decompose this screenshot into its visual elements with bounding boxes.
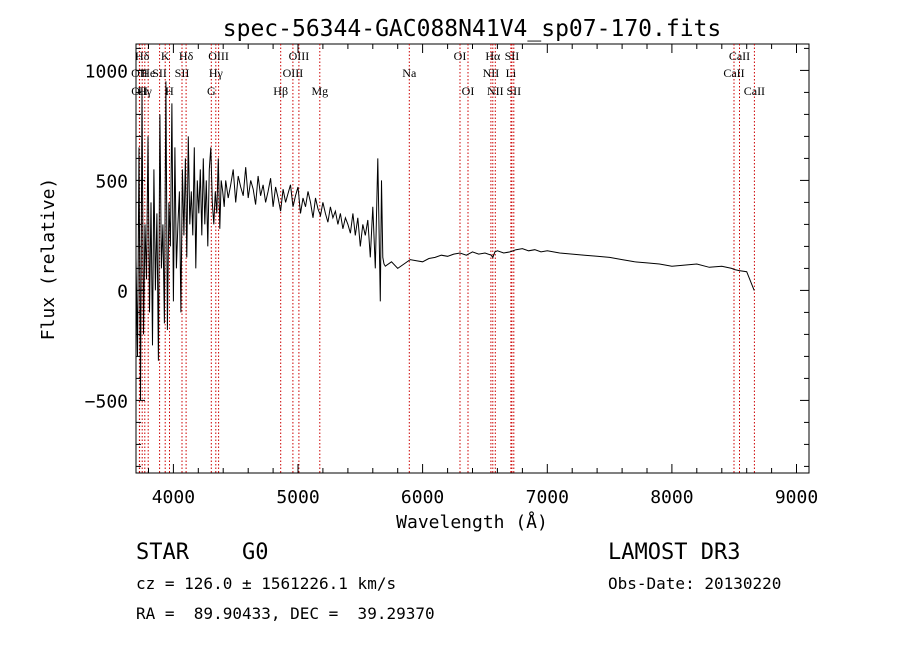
line-label-14: OIII xyxy=(283,66,304,80)
y-axis-label: Flux (relative) xyxy=(38,178,59,341)
x-tick-label-3: 7000 xyxy=(526,487,569,508)
line-label-23: SII xyxy=(505,49,520,63)
line-label-7: H xyxy=(165,84,174,98)
x-tick-label-5: 9000 xyxy=(775,487,818,508)
chart-title: spec-56344-GAC088N41V4_sp07-170.fits xyxy=(223,16,722,42)
line-label-1: OII xyxy=(131,66,148,80)
line-label-9: SII xyxy=(175,66,190,80)
spectral-line-markers xyxy=(138,44,755,473)
x-tick-labels: 4000 5000 6000 7000 8000 9000 xyxy=(152,487,818,508)
line-label-19: OI xyxy=(462,84,475,98)
x-tick-label-0: 4000 xyxy=(152,487,195,508)
line-label-25: SII xyxy=(506,84,521,98)
line-label-12: G xyxy=(207,84,216,98)
x-tick-label-2: 6000 xyxy=(401,487,444,508)
y-tick-label-1: 0 xyxy=(117,281,128,302)
line-label-20: Hα xyxy=(485,49,501,63)
line-label-26: CaII xyxy=(729,49,750,63)
line-label-11: Hγ xyxy=(209,66,224,80)
x-axis-label: Wavelength (Å) xyxy=(396,511,548,533)
spectrum-series xyxy=(135,81,755,401)
line-label-15: OIII xyxy=(289,49,310,63)
line-label-6: SII xyxy=(152,66,167,80)
line-label-22: NII xyxy=(487,84,504,98)
line-label-5: K xyxy=(161,49,170,63)
line-label-10: OIII xyxy=(208,49,229,63)
line-label-2: OII xyxy=(131,84,148,98)
spectral-subclass: G0 xyxy=(242,540,269,565)
plot-frame xyxy=(135,43,810,474)
spectrum-line xyxy=(135,81,755,401)
line-label-0: Hδ xyxy=(135,49,150,63)
y-tick-label-3: 1000 xyxy=(85,61,128,82)
line-label-13: Hβ xyxy=(273,84,288,98)
line-label-3: Hγ xyxy=(138,84,153,98)
line-label-4: He xyxy=(141,66,155,80)
line-label-8: Hδ xyxy=(179,49,194,63)
survey-name: LAMOST DR3 xyxy=(608,540,741,565)
object-type: STAR xyxy=(136,540,189,565)
line-label-17: Na xyxy=(402,66,417,80)
y-tick-label-2: 500 xyxy=(95,171,128,192)
line-label-24: Li xyxy=(506,66,517,80)
obs-date: Obs-Date: 20130220 xyxy=(608,574,782,593)
redshift-text: cz = 126.0 ± 1561226.1 km/s xyxy=(136,574,397,593)
line-label-27: CaII xyxy=(723,66,744,80)
coordinates: RA = 89.90433, DEC = 39.29370 xyxy=(136,604,435,623)
x-tick-label-1: 5000 xyxy=(276,487,319,508)
y-tick-labels: −500 0 500 1000 xyxy=(85,61,128,412)
x-tick-label-4: 8000 xyxy=(650,487,693,508)
line-label-18: OI xyxy=(454,49,467,63)
line-label-16: Mg xyxy=(311,84,328,98)
line-label-28: CaII xyxy=(744,84,765,98)
y-tick-label-0: −500 xyxy=(85,391,128,412)
axis-ticks xyxy=(136,44,809,473)
line-label-21: NII xyxy=(483,66,500,80)
